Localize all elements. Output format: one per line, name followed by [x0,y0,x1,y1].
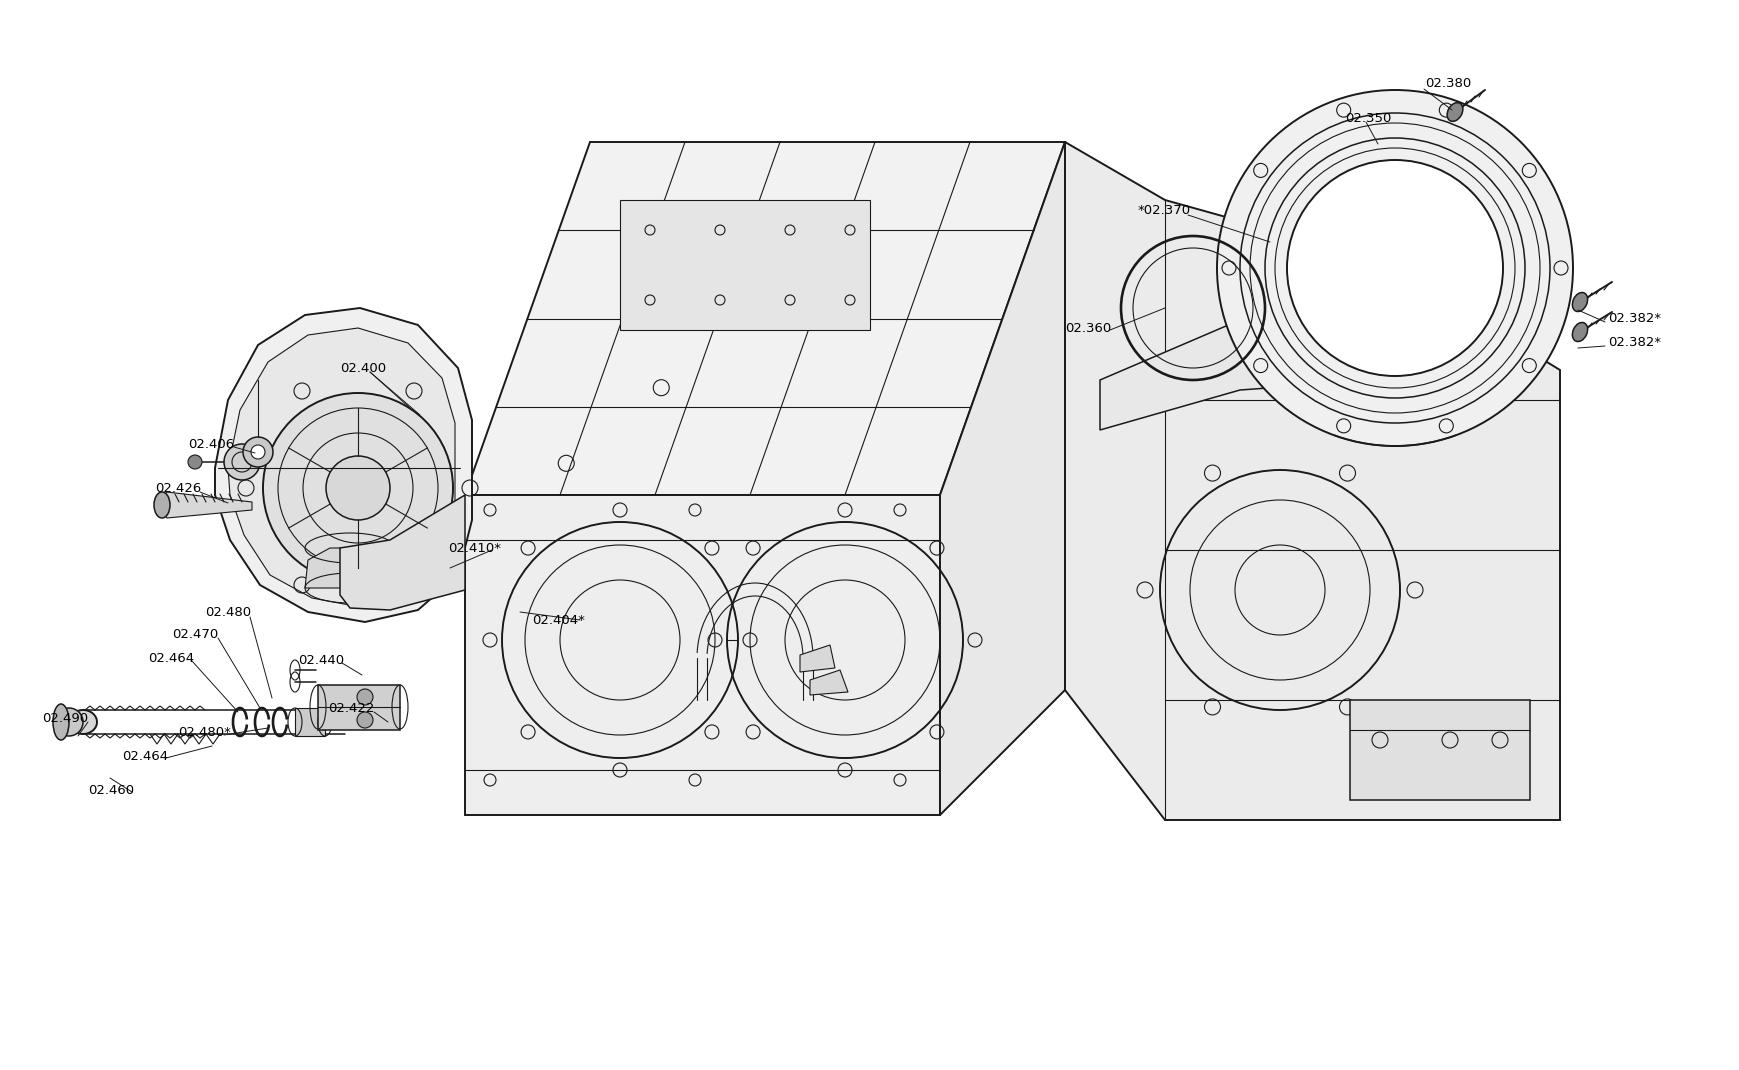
Ellipse shape [70,710,97,734]
Polygon shape [810,670,847,696]
Circle shape [1216,90,1572,446]
Polygon shape [296,708,325,736]
Circle shape [224,444,259,480]
Polygon shape [304,548,395,589]
Polygon shape [228,328,454,607]
Text: 02.470: 02.470 [172,628,217,642]
Text: 02.480: 02.480 [205,606,250,618]
Text: 02.350: 02.350 [1344,111,1391,124]
Ellipse shape [1447,103,1462,121]
Polygon shape [216,308,471,622]
Text: 02.480*: 02.480* [177,725,231,738]
Text: 02.410*: 02.410* [447,541,501,554]
Text: 02.400: 02.400 [339,362,386,374]
Text: 02.464: 02.464 [122,749,169,763]
Polygon shape [800,645,835,672]
Text: 02.490: 02.490 [42,712,89,724]
Polygon shape [162,492,252,518]
Polygon shape [619,200,870,330]
Polygon shape [318,685,400,730]
Polygon shape [1099,310,1379,430]
Circle shape [263,393,452,583]
Text: 02.360: 02.360 [1064,321,1111,335]
Text: 02.426: 02.426 [155,482,202,494]
Ellipse shape [1572,322,1586,341]
Circle shape [250,445,264,459]
Polygon shape [939,142,1064,815]
Text: 02.382*: 02.382* [1607,311,1661,324]
Circle shape [356,712,372,728]
Circle shape [188,455,202,469]
Ellipse shape [155,492,170,518]
Text: 02.382*: 02.382* [1607,336,1661,349]
Text: 02.422: 02.422 [329,702,374,715]
Text: 02.404*: 02.404* [532,613,584,627]
Text: 02.380: 02.380 [1424,76,1471,90]
Polygon shape [1349,700,1529,800]
Text: 02.406: 02.406 [188,439,235,452]
Polygon shape [1064,142,1560,820]
Ellipse shape [1572,292,1586,311]
Ellipse shape [52,704,70,740]
Circle shape [356,689,372,705]
Text: 02.460: 02.460 [89,783,134,796]
Circle shape [243,437,273,467]
Ellipse shape [56,708,83,736]
Polygon shape [464,142,1064,495]
Polygon shape [464,495,939,815]
Polygon shape [339,495,464,610]
Circle shape [325,456,390,520]
Circle shape [1287,160,1502,376]
Text: *02.370: *02.370 [1137,203,1191,216]
Text: 02.464: 02.464 [148,652,195,664]
Text: 02.440: 02.440 [297,654,344,667]
